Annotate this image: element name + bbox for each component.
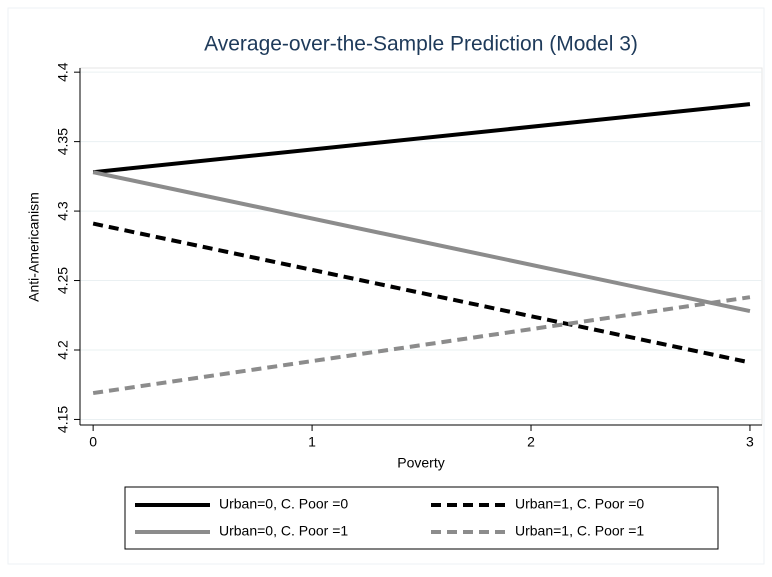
y-axis-label: Anti-Americanism <box>26 192 42 302</box>
x-tick-label: 3 <box>746 434 754 450</box>
x-tick-label: 0 <box>89 434 97 450</box>
y-tick-label: 4.3 <box>55 201 71 221</box>
legend-label: Urban=0, C. Poor =1 <box>219 523 348 539</box>
x-tick-label: 1 <box>308 434 316 450</box>
y-tick-label: 4.35 <box>55 128 71 155</box>
x-tick-label: 2 <box>527 434 535 450</box>
legend-label: Urban=1, C. Poor =1 <box>515 523 644 539</box>
legend-label: Urban=1, C. Poor =0 <box>515 496 644 512</box>
y-tick-label: 4.25 <box>55 267 71 294</box>
legend-label: Urban=0, C. Poor =0 <box>219 496 348 512</box>
legend-box <box>124 486 719 550</box>
y-tick-label: 4.4 <box>55 62 71 82</box>
y-tick-label: 4.15 <box>55 406 71 433</box>
series-line <box>92 295 751 396</box>
outer-border <box>7 7 765 565</box>
series-line <box>92 102 751 175</box>
y-tick-label: 4.2 <box>55 340 71 360</box>
x-axis-label: Poverty <box>397 455 444 471</box>
plot-area <box>79 67 763 426</box>
chart-title: Average-over-the-Sample Prediction (Mode… <box>204 33 638 56</box>
series-line <box>92 170 751 314</box>
